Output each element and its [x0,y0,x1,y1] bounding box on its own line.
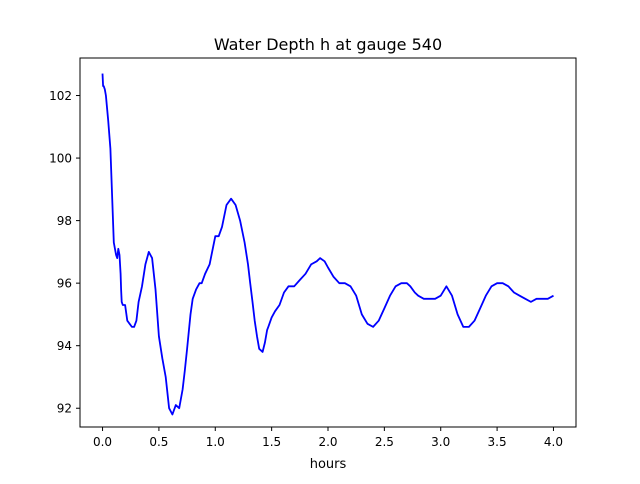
series-line-1 [101,73,554,416]
x-axis: 0.0 0.5 1.0 1.5 2.0 2.5 3.0 3.5 4.0 [93,427,563,449]
x-tick-label: 0.5 [149,435,168,449]
x-tick-label: 2.5 [375,435,394,449]
y-tick-label: 96 [57,277,72,291]
x-tick-label: 3.0 [431,435,450,449]
x-tick-label: 1.0 [206,435,225,449]
y-tick-label: 92 [57,402,72,416]
y-tick-label: 94 [57,339,72,353]
x-tick-label: 2.0 [318,435,337,449]
y-tick-label: 100 [49,152,72,166]
x-tick-label: 0.0 [93,435,112,449]
x-axis-label: hours [310,457,347,472]
y-axis: 92 94 96 98 100 102 [49,89,80,416]
chart-title: Water Depth h at gauge 540 [214,35,442,54]
x-tick-label: 4.0 [544,435,563,449]
x-tick-label: 3.5 [488,435,507,449]
y-tick-label: 98 [57,214,72,228]
x-tick-label: 1.5 [262,435,281,449]
y-tick-label: 102 [49,89,72,103]
